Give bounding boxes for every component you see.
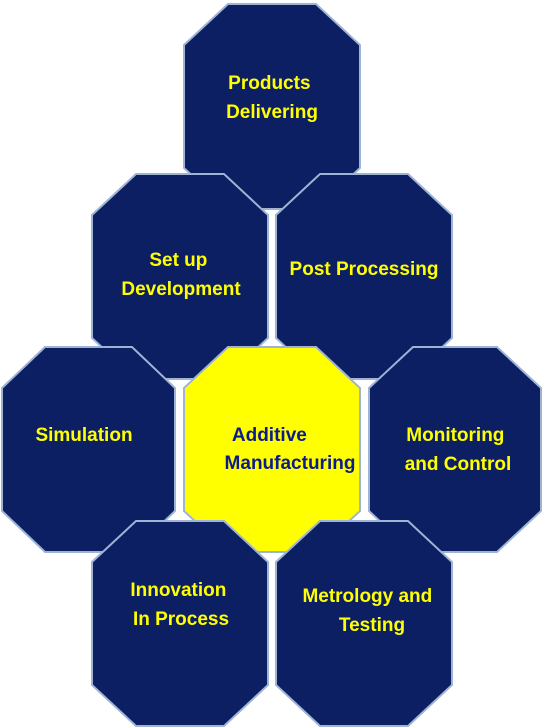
hex-label-line: Delivering [226,102,318,123]
hex-label-metrology-and-testing: Metrology and Testing [302,586,437,636]
hex-shape-metrology-and-testing [275,520,453,727]
hex-products-delivering: Products Delivering [183,3,361,210]
hex-shape-simulation [1,346,176,553]
hex-label-line: Products [228,73,310,94]
hex-label-products-delivering: Products Delivering [226,73,318,123]
hex-label-line: Monitoring [406,425,504,446]
hex-monitoring-and-control: Monitoring and Control [368,346,542,553]
hex-label-post-processing: Post Processing [290,259,439,280]
hex-label-line: Additive [232,425,307,446]
hex-label-line: and Control [405,454,512,475]
hex-metrology-and-testing: Metrology and Testing [275,520,453,727]
hex-innovation-in-process: Innovation In Process [91,520,269,727]
hex-label-simulation: Simulation [35,425,132,446]
hex-label-line: Simulation [35,425,132,446]
hex-label-line: Metrology and [302,586,432,607]
hex-label-line: Innovation [130,580,226,601]
hex-label-line: Post Processing [290,259,439,280]
hex-simulation: Simulation [1,346,176,553]
hex-post-processing: Post Processing [275,173,453,380]
hex-label-set-up-development: Set up Development [121,250,241,300]
hex-shape-innovation-in-process [91,520,269,727]
hex-label-line: Manufacturing [225,453,356,474]
hex-label-line: Development [121,279,241,300]
hex-label-line: Set up [149,250,207,271]
hex-label-additive-manufacturing: Additive Manufacturing [225,425,356,474]
hex-additive-manufacturing: Additive Manufacturing [183,346,361,553]
hex-label-innovation-in-process: Innovation In Process [130,580,231,630]
hex-label-line: In Process [133,609,229,630]
hex-label-monitoring-and-control: Monitoring and Control [405,425,512,475]
hex-set-up-development: Set up Development [91,173,269,380]
hex-label-line: Testing [339,615,405,636]
